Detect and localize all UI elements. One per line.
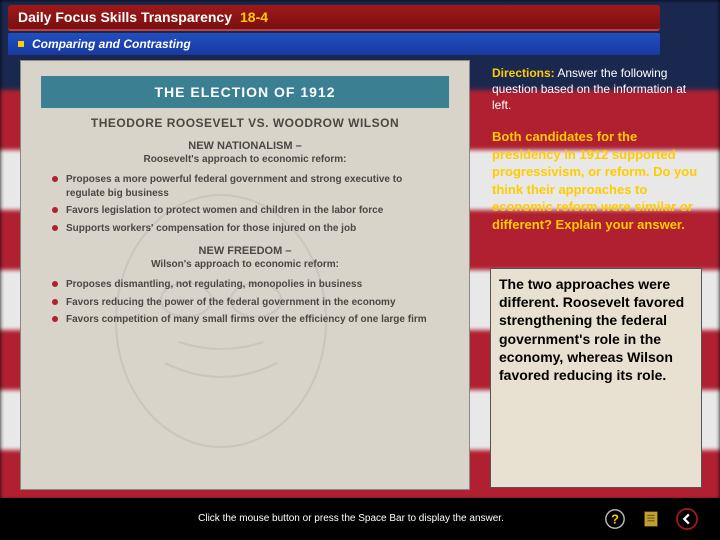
panel-header: THE ELECTION OF 1912: [41, 76, 449, 108]
directions-block: Directions: Answer the following questio…: [492, 65, 702, 114]
svg-text:?: ?: [611, 512, 619, 527]
bullet-item: Favors reducing the power of the federal…: [66, 296, 439, 310]
bullet-item: Proposes dismantling, not regulating, mo…: [66, 278, 439, 292]
answer-box: The two approaches were different. Roose…: [490, 268, 702, 488]
subtitle-text: Comparing and Contrasting: [32, 37, 191, 51]
bullet-item: Supports workers' compensation for those…: [66, 222, 439, 236]
nav-icons: ?: [602, 506, 700, 532]
panel-subtitle: THEODORE ROOSEVELT VS. WOODROW WILSON: [21, 116, 469, 130]
content-panel: THE ELECTION OF 1912 THEODORE ROOSEVELT …: [20, 60, 470, 490]
help-button[interactable]: ?: [602, 506, 628, 532]
directions-label: Directions:: [492, 66, 555, 80]
title-text: Daily Focus Skills Transparency: [18, 9, 232, 25]
section-desc: Roosevelt's approach to economic reform:: [21, 154, 469, 165]
bullet-item: Favors legislation to protect women and …: [66, 204, 439, 218]
bullet-item: Proposes a more powerful federal governm…: [66, 173, 439, 200]
instruction-text: Click the mouse button or press the Spac…: [100, 513, 602, 525]
section-title: NEW NATIONALISM –: [21, 140, 469, 152]
contents-button[interactable]: [638, 506, 664, 532]
question-text: Both candidates for the presidency in 19…: [492, 128, 702, 233]
subtitle-bar: Comparing and Contrasting: [8, 33, 660, 55]
section-desc: Wilson's approach to economic reform:: [21, 259, 469, 270]
bullet-decoration: [18, 41, 24, 47]
bullet-list: Proposes dismantling, not regulating, mo…: [21, 278, 469, 327]
bullet-list: Proposes a more powerful federal governm…: [21, 173, 469, 235]
bullet-item: Favors competition of many small firms o…: [66, 313, 439, 327]
section-title: NEW FREEDOM –: [21, 245, 469, 257]
bottom-bar: Click the mouse button or press the Spac…: [0, 498, 720, 540]
title-bar: Daily Focus Skills Transparency 18-4: [8, 5, 660, 31]
title-number: 18-4: [240, 9, 268, 25]
back-button[interactable]: [674, 506, 700, 532]
